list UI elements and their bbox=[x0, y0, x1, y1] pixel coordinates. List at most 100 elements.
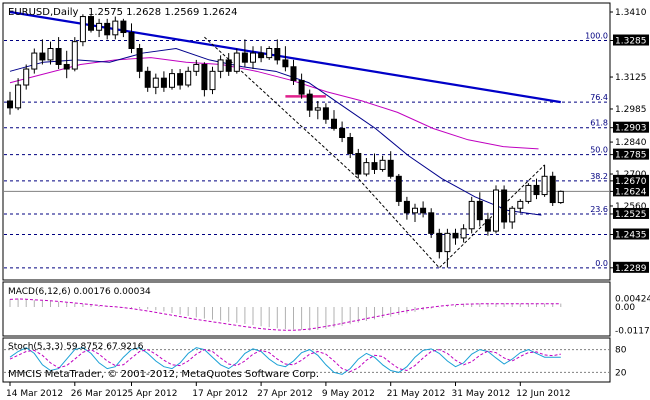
time-label: 26 Mar 2012 bbox=[71, 389, 128, 399]
fib-level-label: 38.2 bbox=[590, 172, 608, 181]
candle-body bbox=[379, 159, 386, 170]
price-label-box bbox=[613, 148, 649, 160]
chart-symbol-label: EURUSD,Daily bbox=[8, 7, 79, 18]
price-label: 1.2985 bbox=[615, 105, 647, 115]
candle-body bbox=[15, 84, 22, 109]
candle-body bbox=[217, 59, 224, 72]
candle-body bbox=[306, 93, 313, 111]
stochastic-title: Stoch(5,3,3) 59.8752 67.9216 bbox=[8, 342, 144, 352]
price-label: 1.2840 bbox=[615, 138, 647, 148]
candle-body bbox=[144, 70, 151, 88]
price-label-box bbox=[613, 34, 649, 46]
fib-level-label: 23.6 bbox=[590, 205, 608, 214]
candle-body bbox=[403, 200, 410, 214]
candle-body bbox=[193, 63, 200, 72]
fib-level-label: 0.0 bbox=[595, 259, 608, 268]
candle-body bbox=[436, 232, 443, 253]
price-label: 1.2624 bbox=[615, 187, 647, 197]
candle-body bbox=[79, 16, 86, 43]
candle-body bbox=[225, 59, 232, 72]
fib-level-label: 61.8 bbox=[590, 119, 608, 128]
main-price-panel[interactable] bbox=[2, 2, 611, 281]
candle-body bbox=[460, 228, 467, 239]
chart-ohlc-label: 1.2575 1.2628 1.2569 1.2624 bbox=[88, 7, 238, 18]
candle-body bbox=[322, 107, 329, 120]
price-label: 1.3285 bbox=[615, 37, 647, 47]
candle-body bbox=[23, 68, 30, 86]
candle-body bbox=[371, 162, 378, 170]
candle-body bbox=[298, 79, 305, 95]
candle-body bbox=[339, 127, 346, 139]
macd-axis-label: 0.00 bbox=[615, 303, 635, 313]
candle-body bbox=[331, 118, 337, 129]
candle-body bbox=[88, 16, 94, 31]
candle-body bbox=[493, 189, 499, 232]
stochastic-indicator: 80 20 bbox=[4, 346, 627, 378]
price-label-box bbox=[613, 121, 649, 133]
price-axis: 1.3410 1.3285 1.3125 1.2985 1.2903 1.2840 1.27… bbox=[610, 8, 649, 274]
candle-body bbox=[468, 200, 475, 230]
candle-body bbox=[355, 152, 362, 175]
candle-body bbox=[233, 52, 240, 72]
candle-body bbox=[387, 159, 394, 177]
price-label: 1.2670 bbox=[615, 177, 647, 187]
price-label-box bbox=[613, 185, 649, 197]
candle-body bbox=[363, 162, 370, 175]
candle-body bbox=[241, 52, 248, 63]
price-label: 1.2560 bbox=[615, 202, 647, 212]
fibonacci-levels: 100.0 76.4 61.8 50.0 38.2 23.6 0.0 bbox=[4, 32, 609, 269]
candle-body bbox=[525, 184, 532, 202]
stochastic-panel[interactable] bbox=[2, 337, 611, 383]
stoch-main-line bbox=[9, 347, 561, 375]
candle-body bbox=[476, 200, 483, 221]
candle-body bbox=[47, 48, 54, 61]
price-label-box bbox=[613, 261, 649, 273]
candle-body bbox=[533, 184, 540, 196]
candle-body bbox=[314, 107, 321, 111]
slow-moving-average bbox=[9, 57, 539, 150]
candle-body bbox=[420, 207, 427, 214]
moving-averages bbox=[9, 47, 542, 216]
candle-body bbox=[120, 20, 127, 34]
candle-body bbox=[290, 66, 297, 81]
price-label-box bbox=[613, 228, 649, 240]
time-label: 31 May 2012 bbox=[452, 389, 511, 399]
price-label: 1.2435 bbox=[615, 230, 647, 240]
fib-level-label: 100.0 bbox=[585, 32, 608, 41]
candle-body bbox=[31, 52, 38, 70]
time-label: 27 Apr 2012 bbox=[257, 389, 313, 399]
macd-title: MACD(6,12,6) 0.00176 0.00034 bbox=[8, 287, 151, 297]
candle-body bbox=[96, 22, 103, 31]
fib-level-label: 76.4 bbox=[590, 93, 608, 102]
candle-body bbox=[112, 20, 119, 36]
price-label: 1.2785 bbox=[615, 151, 647, 161]
candle-body bbox=[128, 32, 135, 50]
candle-body bbox=[266, 48, 273, 59]
candle-body bbox=[104, 22, 111, 36]
candle-body bbox=[517, 200, 524, 209]
candle-body bbox=[549, 175, 556, 204]
time-label: 21 May 2012 bbox=[387, 389, 446, 399]
candle-body bbox=[177, 73, 184, 86]
candle-body bbox=[63, 63, 70, 70]
candle-body bbox=[201, 63, 208, 91]
price-label-box bbox=[613, 174, 649, 186]
candle-body bbox=[250, 52, 256, 63]
candle-body bbox=[428, 212, 435, 234]
time-axis: 14 Mar 2012 26 Mar 2012 5 Apr 2012 17 Apr 2… bbox=[6, 382, 570, 399]
candle-body bbox=[7, 100, 13, 109]
candle-body bbox=[509, 207, 516, 223]
candle-body bbox=[160, 77, 167, 88]
time-label: 12 Jun 2012 bbox=[516, 389, 570, 399]
price-label: 1.3410 bbox=[615, 8, 647, 18]
time-label: 14 Mar 2012 bbox=[6, 389, 63, 399]
candle-body bbox=[541, 175, 548, 196]
macd-panel[interactable] bbox=[2, 281, 611, 337]
candle-body bbox=[258, 52, 265, 59]
candle-body bbox=[395, 175, 402, 202]
time-label: 5 Apr 2012 bbox=[128, 389, 178, 399]
candle-body bbox=[185, 70, 192, 86]
macd-signal-line bbox=[9, 298, 561, 331]
candlesticks bbox=[7, 14, 564, 268]
